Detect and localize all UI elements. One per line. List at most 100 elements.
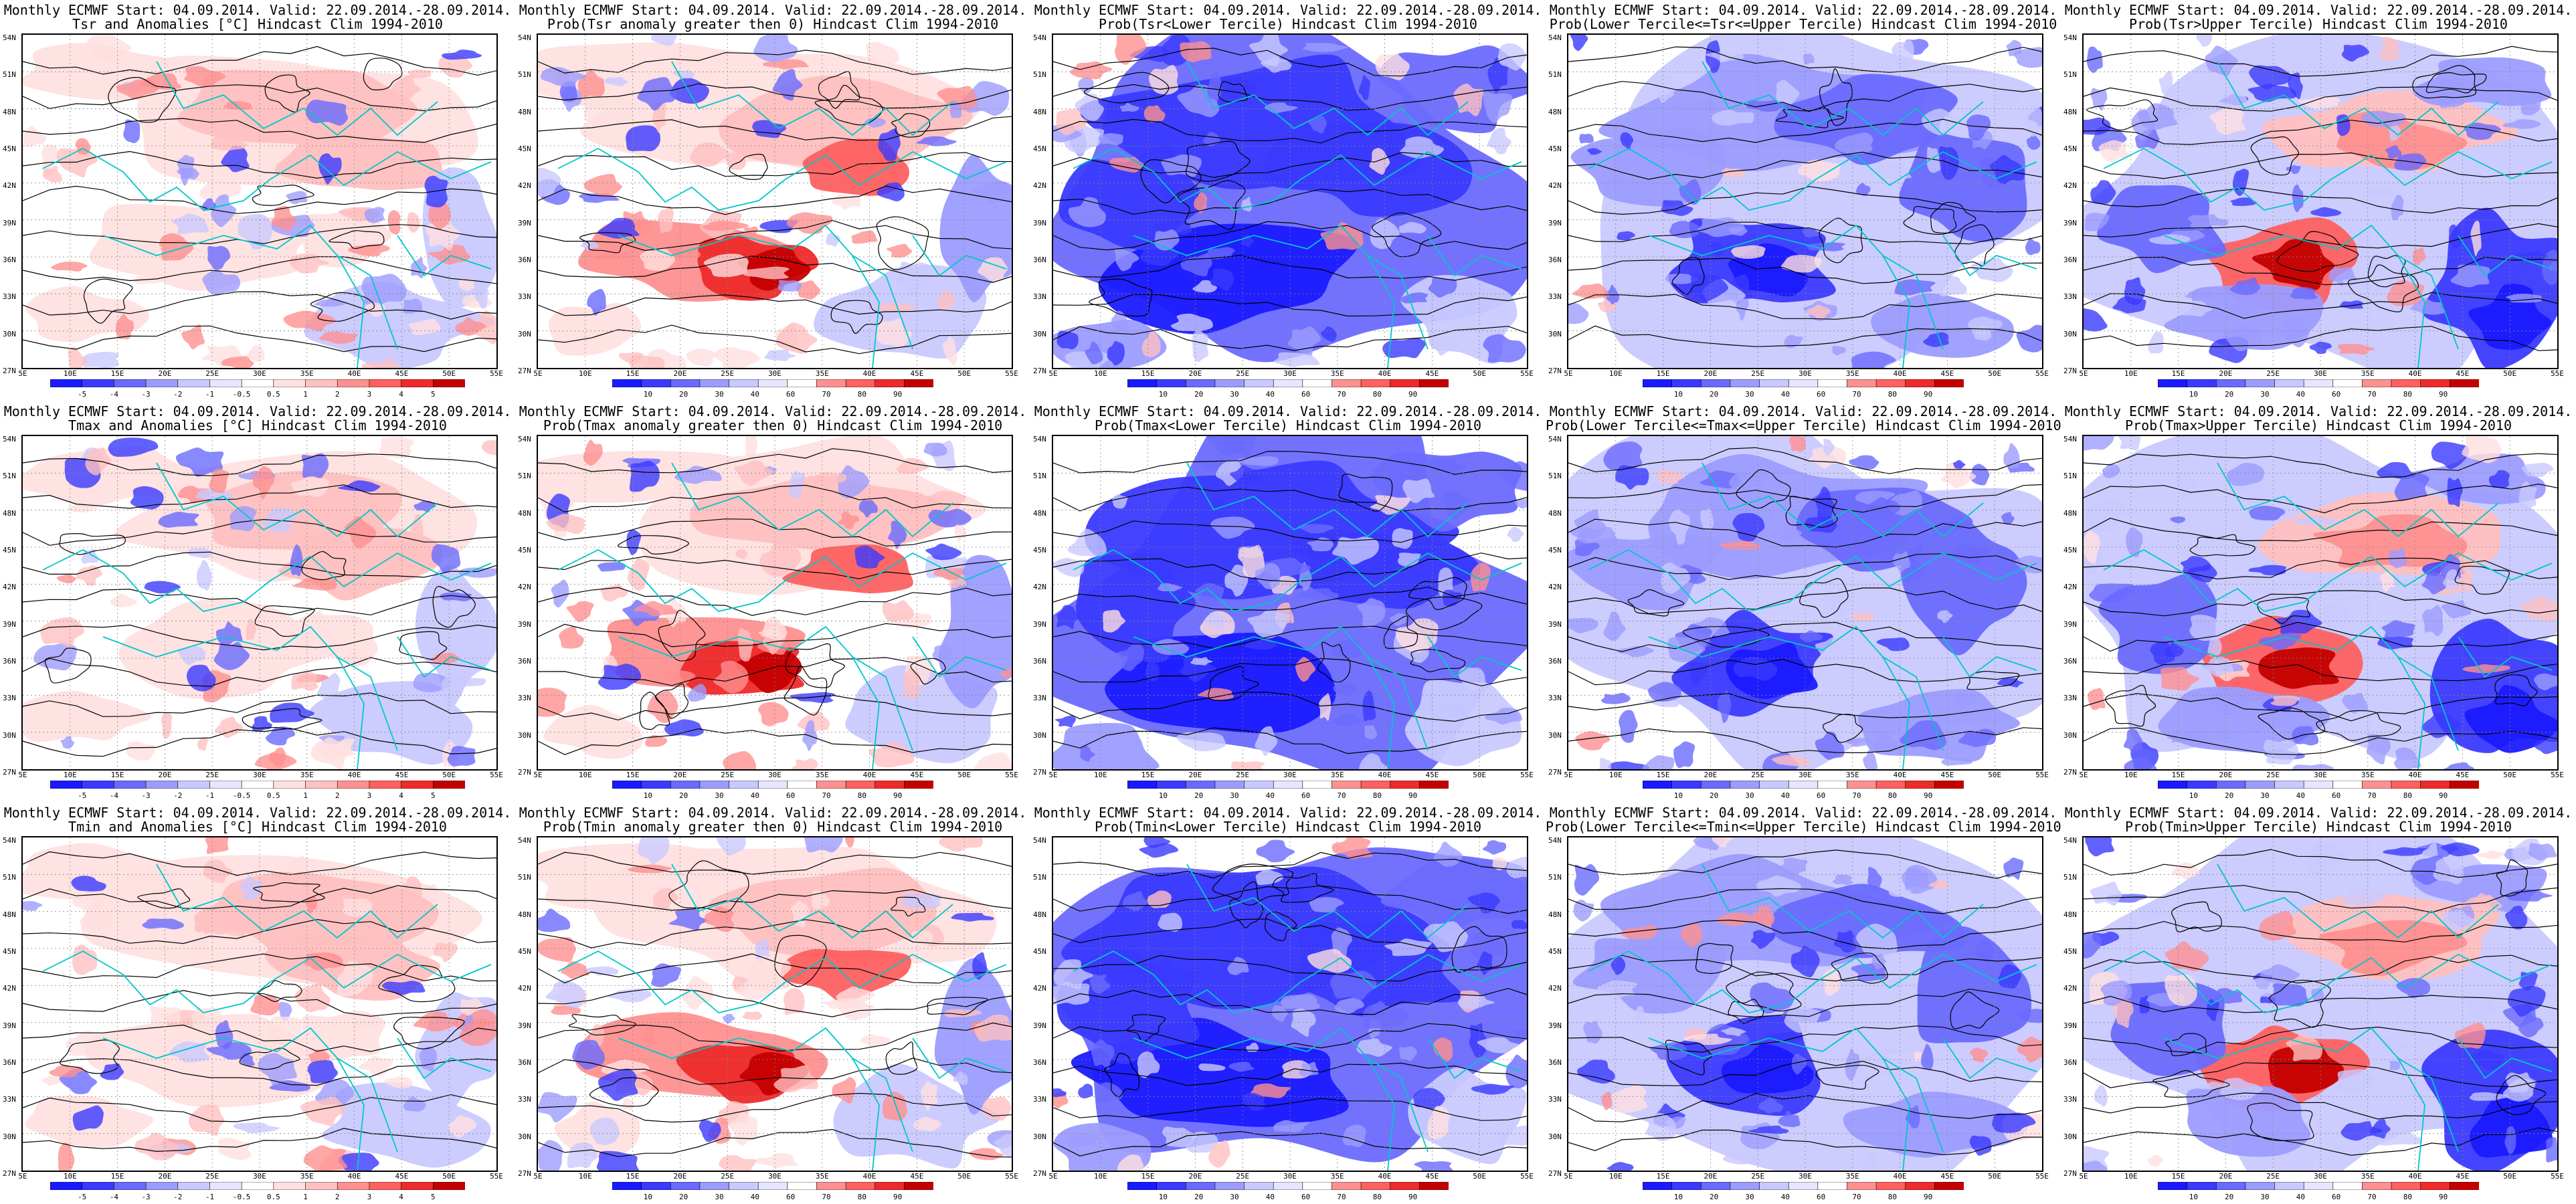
longitude-label: 50E	[957, 1172, 972, 1181]
shaded-patch	[196, 560, 212, 591]
colorbar-label: 4	[399, 1193, 403, 1201]
colorbar-label: -3	[141, 791, 151, 800]
shaded-patch	[1070, 61, 1113, 80]
latitude-label: 27N	[2063, 367, 2077, 375]
shaded-patch	[1362, 690, 1376, 722]
shaded-patch	[1777, 858, 1808, 876]
colorbar-swatch	[1730, 781, 1760, 789]
shaded-patch	[458, 567, 496, 578]
colorbar-label: -2	[173, 1193, 183, 1201]
longitude-label: 5E	[533, 1172, 543, 1181]
panel-title-variable: Prob(Tsr>Upper Tercile) Hindcast Clim 19…	[2129, 16, 2508, 32]
colorbar-label: -0.5	[232, 791, 251, 800]
shaded-patch	[538, 688, 567, 717]
forecast-panel: Monthly ECMWF Start: 04.09.2014. Valid: …	[1030, 0, 1546, 401]
shaded-patch	[1832, 874, 1853, 886]
shaded-patch	[1224, 76, 1259, 98]
shaded-patch	[2292, 726, 2319, 746]
shaded-patch	[265, 726, 296, 746]
colorbar-label: 60	[786, 791, 796, 800]
colorbar-label: -1	[205, 390, 215, 399]
latitude-label: 30N	[2063, 1132, 2077, 1141]
shaded-patch	[1321, 326, 1337, 342]
colorbar-swatch	[2158, 781, 2188, 789]
colorbar-swatch	[1156, 379, 1187, 387]
forecast-panel: Monthly ECMWF Start: 04.09.2014. Valid: …	[2061, 0, 2576, 401]
shaded-patch	[1333, 681, 1357, 696]
shaded-patch	[777, 280, 802, 292]
colorbar-swatch	[1214, 781, 1245, 789]
shaded-patch	[1210, 516, 1255, 539]
colorbar-label: 5	[430, 390, 436, 399]
colorbar-label: 90	[1924, 1193, 1933, 1201]
panel-title-run: Monthly ECMWF Start: 04.09.2014. Valid: …	[2064, 805, 2573, 821]
shaded-patch	[949, 100, 962, 118]
panel-title-variable: Prob(Tsr anomaly greater then 0) Hindcas…	[547, 16, 999, 32]
shaded-patch	[159, 233, 194, 261]
shaded-patch	[1922, 108, 1968, 136]
shaded-patch	[600, 583, 629, 602]
colorbar-label: 90	[893, 1193, 903, 1201]
map-fill-layer	[1053, 837, 1527, 1171]
shaded-patch	[1954, 690, 1976, 706]
graticule	[23, 35, 496, 368]
shaded-patch	[2477, 850, 2506, 860]
shaded-patch	[1358, 75, 1371, 100]
longitude-label: 45E	[395, 771, 409, 779]
shaded-patch	[1107, 341, 1125, 366]
latitude-label: 45N	[1548, 947, 1562, 956]
panel-title-run: Monthly ECMWF Start: 04.09.2014. Valid: …	[3, 805, 512, 821]
colorbar-swatch	[1360, 1182, 1391, 1190]
shaded-patch	[2298, 96, 2340, 110]
latitude-label: 51N	[2063, 70, 2077, 80]
latitude-label: 33N	[1033, 292, 1046, 302]
longitude-label: 45E	[395, 1172, 409, 1181]
map-fill-layer	[23, 436, 496, 769]
shaded-patch	[1615, 465, 1649, 490]
shaded-patch	[638, 837, 670, 865]
shaded-patch	[758, 629, 780, 637]
shaded-patch	[1255, 869, 1283, 886]
shaded-patch	[2084, 932, 2102, 959]
latitude-label: 48N	[1033, 107, 1046, 116]
shaded-patch	[2488, 470, 2510, 488]
shaded-patch	[538, 1092, 577, 1123]
shaded-patch	[1849, 455, 1879, 470]
latitude-label: 36N	[518, 256, 531, 264]
shaded-patch	[1053, 959, 1093, 990]
shaded-patch	[1802, 228, 1821, 238]
shaded-patch	[2363, 188, 2398, 197]
longitude-label: 20E	[673, 1172, 687, 1181]
colorbar-label: 0.5	[266, 1193, 280, 1201]
colorbar-label: 1	[303, 791, 308, 800]
longitude-label: 50E	[2503, 1172, 2517, 1181]
shaded-patch	[2084, 213, 2110, 231]
longitude-label: 35E	[1845, 369, 1859, 378]
longitude-label: 30E	[768, 1172, 781, 1181]
colorbar-swatch	[670, 379, 701, 387]
colorbar-label: 40	[1780, 390, 1790, 399]
shaded-patch	[1281, 994, 1321, 1010]
colorbar-label: 40	[750, 1193, 759, 1201]
colorbar-swatch	[816, 379, 846, 387]
shaded-patch	[1204, 247, 1235, 260]
shaded-patch	[312, 610, 324, 624]
colorbar-swatch	[1302, 781, 1333, 789]
shaded-patch	[50, 262, 88, 272]
shaded-patch	[292, 578, 337, 591]
panel-title-variable: Prob(Tmax>Upper Tercile) Hindcast Clim 1…	[2125, 417, 2512, 433]
latitude-label: 48N	[1548, 910, 1562, 919]
shaded-patch	[1208, 436, 1245, 456]
map-fill-layer	[1568, 35, 2042, 368]
shaded-patch	[1147, 890, 1172, 908]
shaded-patch	[2187, 214, 2229, 230]
shaded-patch	[1568, 617, 1598, 633]
shaded-patch	[348, 243, 390, 257]
longitude-label: 30E	[1799, 1172, 1812, 1181]
latitude-label: 36N	[1548, 256, 1562, 264]
graticule	[2084, 35, 2557, 368]
longitude-label: 55E	[1005, 771, 1018, 779]
shaded-patch	[81, 548, 98, 564]
shaded-patch	[1867, 497, 1901, 522]
shaded-patch	[923, 442, 947, 457]
